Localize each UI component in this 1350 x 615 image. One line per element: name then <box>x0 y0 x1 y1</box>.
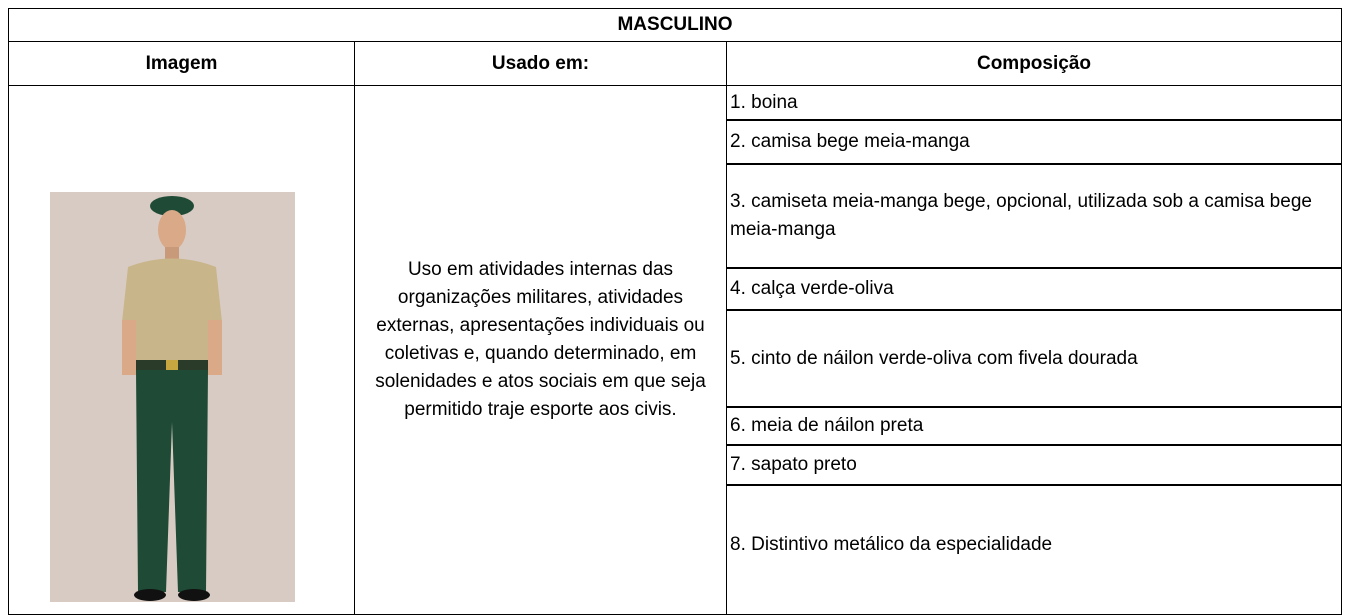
table-title: MASCULINO <box>8 8 1342 42</box>
item: 5. cinto de náilon verde-oliva com fivel… <box>727 309 1342 406</box>
column-header: Usado em: <box>354 41 727 86</box>
item: 4. calça verde-oliva <box>727 267 1342 309</box>
item: 7. sapato preto <box>727 444 1342 484</box>
item: 6. meia de náilon preta <box>727 406 1342 444</box>
usage-cell: Uso em atividades internas das organizaç… <box>354 85 727 615</box>
column-header: Composição <box>726 41 1342 86</box>
item: 3. camiseta meia-manga bege, opcional, u… <box>727 163 1342 267</box>
item: 2. camisa bege meia-manga <box>727 119 1342 163</box>
page: {"header": {"title": "MASCULINO"}, "tabl… <box>8 8 1342 615</box>
uniform-photo <box>50 192 295 602</box>
item: 1. boina <box>730 91 798 113</box>
item: 8. Distintivo metálico da especialidade <box>727 484 1342 604</box>
items-cell: 1. boina 2. camisa bege meia-manga 3. cami… <box>726 85 1342 615</box>
usage-text: Uso em atividades internas das organizaç… <box>375 259 706 420</box>
column-header: Imagem <box>8 41 355 86</box>
image-cell <box>8 85 355 615</box>
